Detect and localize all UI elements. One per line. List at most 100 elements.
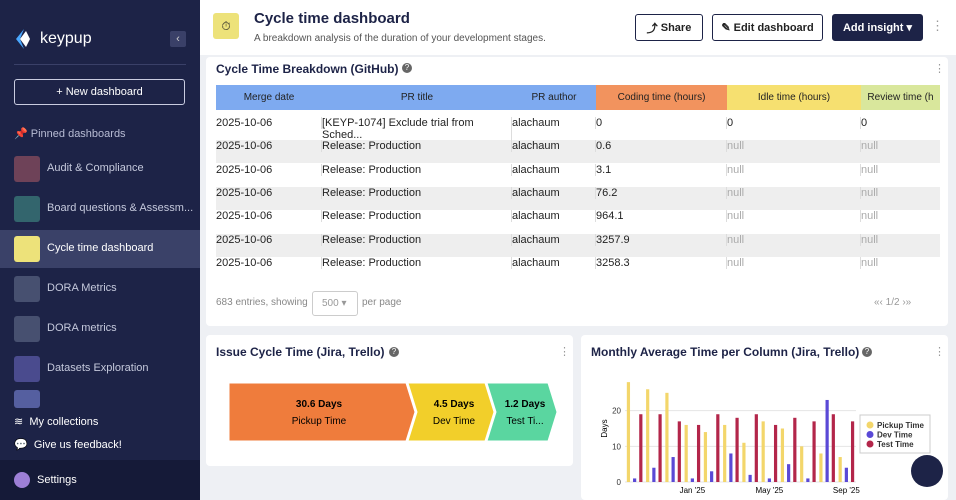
column-header[interactable]: Coding time (hours) — [596, 85, 727, 110]
column-label: PR author — [531, 92, 577, 103]
table-cell: alachaum — [512, 233, 596, 246]
collections-link[interactable]: ≋ My collections — [14, 416, 99, 428]
table-title: Cycle Time Breakdown (GitHub) — [216, 62, 399, 76]
panel-menu[interactable]: ⋮ — [559, 346, 570, 358]
entries-text: 683 entries, showing — [216, 297, 308, 308]
pinned-label: Pinned dashboards — [30, 128, 126, 140]
item-icon — [14, 196, 40, 222]
more-menu[interactable]: ⋮ — [931, 18, 944, 33]
new-dashboard-button[interactable]: + New dashboard — [14, 79, 185, 105]
share-label: Share — [660, 21, 692, 34]
sidebar-footer: ≋ My collections 💬 Give us feedback! Set… — [0, 408, 200, 500]
bar — [780, 428, 785, 482]
table-row — [216, 186, 940, 210]
bar — [831, 414, 835, 482]
brand: keypup — [40, 30, 92, 47]
collapse-button[interactable]: ‹ — [170, 31, 186, 47]
stage-label: Test Ti... — [506, 416, 543, 427]
table-row — [216, 163, 940, 187]
stage-label: Pickup Time — [292, 416, 347, 427]
settings-bar[interactable]: Settings — [0, 460, 200, 500]
item-label: Board questions & Assessm... — [47, 202, 194, 214]
sidebar-item[interactable]: Audit & Compliance — [0, 150, 200, 188]
y-tick-label: 10 — [612, 442, 621, 451]
table-cell: Release: Production — [322, 140, 512, 153]
panel-menu[interactable]: ⋮ — [934, 346, 945, 358]
bar — [767, 478, 771, 482]
legend-swatch — [866, 431, 874, 438]
add-insight-label: Add insight — [842, 21, 904, 34]
column-header[interactable]: Idle time (hours) — [727, 85, 861, 110]
table-cell: 2025-10-06 — [216, 233, 322, 246]
table-cell: 2025-10-06 — [216, 117, 322, 129]
column-label: PR title — [400, 92, 434, 103]
chat-button[interactable] — [911, 455, 943, 487]
dashboard-icon: ⏱ — [213, 13, 239, 39]
page-size-select[interactable]: 500 ▾ — [312, 291, 358, 316]
table-cell: 2025-10-06 — [216, 140, 322, 153]
table-cell: alachaum — [512, 163, 596, 176]
bar — [787, 464, 791, 482]
help-icon[interactable]: ? — [389, 347, 399, 357]
legend-label: Test Time — [877, 440, 914, 449]
funnel-stage — [228, 382, 416, 442]
table-cell: Release: Production — [322, 256, 512, 269]
sidebar-item[interactable]: Cycle time dashboard — [0, 230, 200, 268]
bar — [684, 424, 688, 482]
column-header[interactable]: PR title — [322, 85, 512, 110]
sidebar-item[interactable]: Datasets Exploration — [0, 350, 200, 388]
table-row — [216, 256, 940, 280]
feedback-label: Give us feedback! — [33, 439, 122, 451]
sidebar-item[interactable]: DORA Metrics — [0, 270, 200, 308]
bar — [773, 424, 778, 482]
table-cell: null — [861, 140, 879, 153]
pagination[interactable]: «‹ 1/2 ›» — [874, 297, 912, 308]
panel-menu[interactable]: ⋮ — [934, 63, 945, 75]
stage-value: 1.2 Days — [505, 399, 546, 410]
bar — [626, 382, 631, 482]
edit-button[interactable]: ✎ Edit dashboard — [712, 14, 823, 41]
table-cell: 76.2 — [596, 186, 727, 199]
bar — [825, 399, 829, 482]
table-cell: 0 — [727, 117, 861, 129]
bar — [658, 414, 662, 482]
column-header[interactable]: Merge date — [216, 85, 322, 110]
sidebar-item — [14, 390, 40, 408]
column-label: Coding time (hours) — [617, 92, 706, 103]
bar — [806, 478, 810, 482]
bar — [838, 457, 842, 482]
sidebar-item[interactable]: DORA metrics — [0, 310, 200, 348]
collections-label: My collections — [29, 416, 99, 428]
column-header[interactable]: Review time (h — [861, 85, 940, 110]
table-cell: null — [727, 210, 861, 223]
table-cell: alachaum — [512, 210, 596, 223]
share-button[interactable]: ⤴ Share — [635, 14, 703, 41]
bar — [671, 457, 675, 482]
sidebar-item[interactable]: Board questions & Assessm... — [0, 190, 200, 228]
table-row — [216, 210, 940, 234]
funnel-title: Issue Cycle Time (Jira, Trello) — [216, 345, 385, 359]
table-row — [216, 117, 940, 140]
legend-label: Pickup Time — [877, 421, 925, 430]
page-subtitle: A breakdown analysis of the duration of … — [254, 33, 546, 44]
bar — [723, 424, 727, 482]
bar — [716, 414, 720, 482]
help-icon[interactable]: ? — [402, 63, 412, 73]
table-panel: Cycle Time Breakdown (GitHub) ? ⋮ 683 en… — [206, 57, 948, 326]
feedback-link[interactable]: 💬 Give us feedback! — [14, 439, 122, 451]
legend-swatch — [866, 440, 874, 448]
sidebar: keypup ‹ + New dashboard 📌 Pinned dashbo… — [0, 0, 200, 500]
table-cell: 3.1 — [596, 163, 727, 176]
help-icon[interactable]: ? — [862, 347, 872, 357]
stage-value: 4.5 Days — [434, 399, 475, 410]
table-cell: alachaum — [512, 140, 596, 153]
bar — [812, 421, 816, 482]
column-header[interactable]: PR author — [512, 85, 596, 110]
table-cell: null — [727, 163, 861, 176]
item-icon — [14, 356, 40, 382]
page-indicator: 1/2 — [885, 297, 900, 308]
add-insight-button[interactable]: Add insight ▾ — [832, 14, 923, 41]
table-cell: 2025-10-06 — [216, 186, 322, 199]
table-cell: 0.6 — [596, 140, 727, 153]
